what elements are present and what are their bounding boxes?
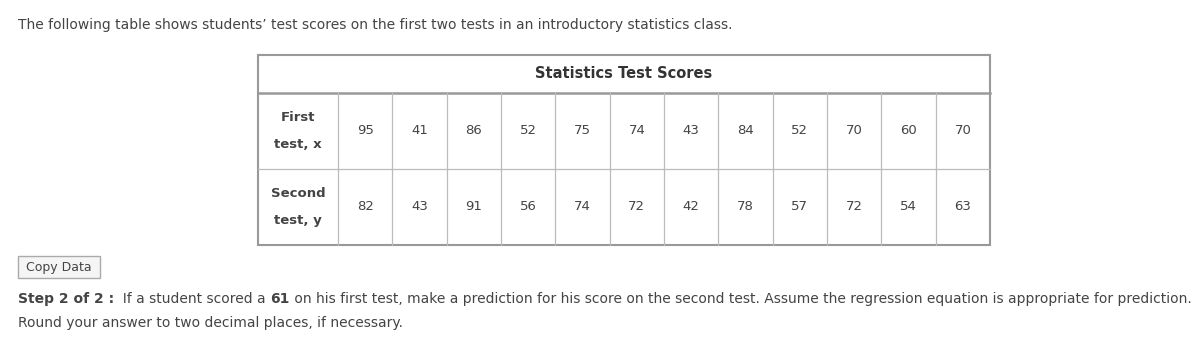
Text: 70: 70 <box>846 125 863 138</box>
Text: 57: 57 <box>791 200 809 213</box>
Text: 70: 70 <box>954 125 971 138</box>
Text: 52: 52 <box>791 125 809 138</box>
Text: 54: 54 <box>900 200 917 213</box>
Text: 43: 43 <box>412 200 428 213</box>
Text: on his first test, make a prediction for his score on the second test. Assume th: on his first test, make a prediction for… <box>289 292 1192 306</box>
Text: The following table shows students’ test scores on the first two tests in an int: The following table shows students’ test… <box>18 18 732 32</box>
Bar <box>18 256 100 278</box>
Text: 91: 91 <box>466 200 482 213</box>
Text: 52: 52 <box>520 125 536 138</box>
Text: 56: 56 <box>520 200 536 213</box>
Text: test, y: test, y <box>274 214 322 227</box>
Text: 72: 72 <box>846 200 863 213</box>
Text: 42: 42 <box>683 200 700 213</box>
Text: 60: 60 <box>900 125 917 138</box>
Text: 74: 74 <box>574 200 590 213</box>
Bar <box>258 55 990 245</box>
Text: 61: 61 <box>270 292 289 306</box>
Text: If a student scored a: If a student scored a <box>114 292 270 306</box>
Text: Second: Second <box>271 187 325 200</box>
Text: Round your answer to two decimal places, if necessary.: Round your answer to two decimal places,… <box>18 316 403 330</box>
Text: Copy Data: Copy Data <box>26 260 92 273</box>
Text: 63: 63 <box>954 200 971 213</box>
Text: 74: 74 <box>629 125 646 138</box>
Text: 78: 78 <box>737 200 754 213</box>
Text: test, x: test, x <box>274 138 322 151</box>
Text: First: First <box>281 111 316 124</box>
Text: Statistics Test Scores: Statistics Test Scores <box>535 66 713 81</box>
Text: 43: 43 <box>683 125 700 138</box>
Text: 75: 75 <box>574 125 592 138</box>
Text: Step 2 of 2 :: Step 2 of 2 : <box>18 292 114 306</box>
Text: 41: 41 <box>412 125 428 138</box>
Text: 95: 95 <box>356 125 373 138</box>
Text: 72: 72 <box>629 200 646 213</box>
Text: 82: 82 <box>356 200 373 213</box>
Text: 86: 86 <box>466 125 482 138</box>
Text: 84: 84 <box>737 125 754 138</box>
